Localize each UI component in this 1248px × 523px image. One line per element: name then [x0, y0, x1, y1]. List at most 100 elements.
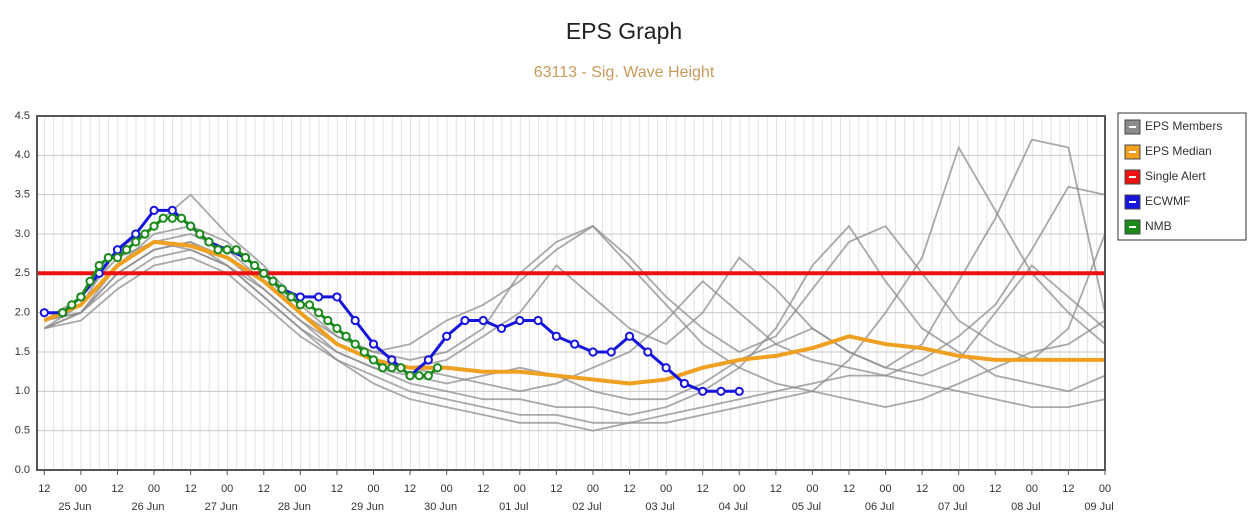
x-tick-label: 00 — [514, 483, 526, 495]
series-marker — [387, 355, 397, 365]
x-tick-label: 00 — [660, 483, 672, 495]
series-marker — [387, 363, 397, 373]
x-date-label: 08 Jul — [1011, 501, 1040, 513]
series-marker — [295, 300, 305, 310]
legend-label[interactable]: EPS Members — [1145, 119, 1222, 133]
y-tick-label: 3.0 — [15, 228, 30, 240]
x-date-label: 26 Jun — [132, 501, 165, 513]
series-marker — [734, 386, 744, 396]
series-marker — [368, 339, 379, 349]
series-marker — [478, 315, 488, 326]
series-marker — [186, 221, 196, 231]
x-tick-label: 12 — [770, 483, 782, 495]
x-date-label: 03 Jul — [645, 501, 674, 513]
series-marker — [350, 339, 360, 349]
series-marker — [94, 260, 104, 271]
x-date-label: 28 Jun — [278, 501, 311, 513]
series-marker — [112, 245, 123, 255]
x-tick-label: 00 — [441, 483, 453, 495]
legend-label[interactable]: Single Alert — [1145, 169, 1206, 183]
series-marker — [679, 378, 689, 389]
member-line — [43, 240, 1105, 401]
x-tick-label: 12 — [38, 483, 50, 495]
series-marker — [588, 347, 598, 357]
series-line — [43, 239, 1105, 386]
x-tick-label: 12 — [989, 483, 1001, 495]
member-line — [43, 138, 1105, 369]
series-marker — [112, 253, 123, 263]
series-marker — [414, 371, 424, 381]
series-marker — [350, 315, 360, 326]
series-marker — [149, 205, 159, 215]
x-tick-label: 12 — [1062, 483, 1074, 495]
x-date-label: 01 Jul — [499, 501, 528, 513]
series-marker — [496, 323, 507, 333]
series-marker — [423, 371, 433, 381]
series-marker — [39, 308, 49, 318]
legend-label[interactable]: ECWMF — [1145, 194, 1190, 208]
series-marker — [341, 331, 351, 341]
series-marker — [460, 315, 470, 326]
series-marker — [314, 308, 324, 318]
series-marker — [661, 363, 671, 373]
series-marker — [405, 371, 415, 381]
x-tick-label: 12 — [404, 483, 416, 495]
series-marker — [368, 355, 379, 365]
series-marker — [167, 205, 177, 215]
series-marker — [268, 276, 278, 286]
member-line — [43, 145, 1105, 393]
x-tick-label: 12 — [477, 483, 489, 495]
x-date-label: 25 Jun — [58, 501, 91, 513]
x-tick-label: 12 — [623, 483, 635, 495]
x-tick-label: 00 — [367, 483, 379, 495]
x-tick-label: 00 — [148, 483, 160, 495]
plot-area — [37, 116, 1105, 470]
series-marker — [250, 260, 260, 271]
series-marker — [122, 245, 132, 255]
x-tick-label: 00 — [806, 483, 818, 495]
x-tick-label: 12 — [916, 483, 928, 495]
x-tick-label: 00 — [294, 483, 306, 495]
series-marker — [423, 355, 433, 365]
series-marker — [515, 315, 525, 326]
series-marker — [359, 347, 369, 357]
series-marker — [442, 331, 452, 341]
x-date-label: 30 Jun — [424, 501, 457, 513]
x-date-label: 04 Jul — [719, 501, 748, 513]
series-marker — [149, 221, 159, 231]
y-tick-label: 4.5 — [15, 110, 30, 122]
series-marker — [131, 237, 141, 247]
x-date-label: 07 Jul — [938, 501, 967, 513]
x-tick-label: 12 — [697, 483, 709, 495]
series-marker — [716, 386, 726, 396]
legend-label[interactable]: EPS Median — [1145, 144, 1212, 158]
chart-title: EPS Graph — [566, 18, 682, 44]
series-marker — [396, 363, 406, 373]
series-marker — [286, 292, 296, 302]
legend-label[interactable]: NMB — [1145, 219, 1172, 233]
y-tick-label: 2.5 — [15, 267, 30, 279]
series-marker — [332, 292, 342, 302]
series-marker — [304, 300, 315, 310]
plot-background — [37, 116, 1105, 470]
y-tick-label: 1.0 — [15, 385, 30, 397]
x-date-label: 09 Jul — [1084, 501, 1113, 513]
x-tick-label: 12 — [331, 483, 343, 495]
x-tick-label: 00 — [1099, 483, 1111, 495]
series-marker — [222, 245, 232, 255]
x-tick-label: 00 — [75, 483, 87, 495]
series-marker — [551, 331, 561, 341]
series-marker — [158, 213, 168, 223]
series-marker — [332, 323, 342, 333]
x-tick-label: 00 — [879, 483, 891, 495]
y-tick-label: 4.0 — [15, 149, 30, 161]
series-marker — [259, 268, 269, 278]
series-marker — [231, 245, 241, 255]
series-marker — [204, 237, 214, 247]
series-marker — [314, 292, 324, 302]
y-tick-label: 0.0 — [15, 464, 30, 476]
x-tick-label: 12 — [550, 483, 562, 495]
x-tick-label: 00 — [733, 483, 745, 495]
